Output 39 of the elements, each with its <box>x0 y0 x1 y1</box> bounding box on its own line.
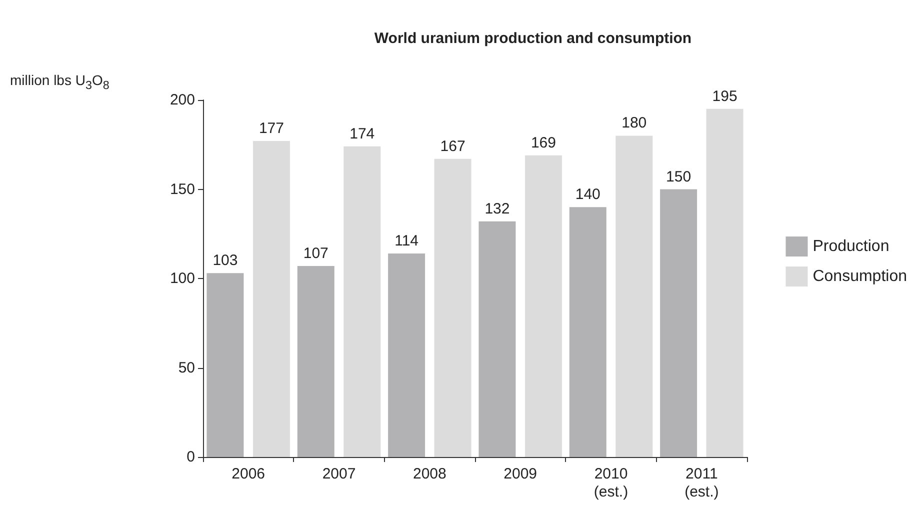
y-tick-label: 50 <box>178 359 195 376</box>
data-label: 132 <box>484 200 510 218</box>
y-tick-label: 100 <box>170 270 195 287</box>
data-label: 195 <box>712 88 738 105</box>
x-tick-label: 2008 <box>412 466 446 482</box>
data-label: 174 <box>350 125 375 142</box>
y-tick-label: 150 <box>170 180 195 198</box>
legend-label: Consumption <box>812 268 908 285</box>
bar <box>616 136 653 457</box>
bar <box>706 108 744 457</box>
data-label: 180 <box>622 114 647 132</box>
bar <box>206 273 244 457</box>
data-label: 150 <box>666 168 692 186</box>
bar <box>660 189 698 457</box>
data-label: 114 <box>394 232 419 250</box>
bar <box>434 158 472 457</box>
bar <box>297 266 334 457</box>
x-tick-label: 2011 (est.) <box>684 466 719 500</box>
chart-title: World uranium production and consumption <box>374 30 692 47</box>
data-label: 167 <box>440 138 466 155</box>
bar <box>569 207 606 457</box>
bar <box>478 221 516 457</box>
y-tick-label: 200 <box>170 92 195 108</box>
data-label: 107 <box>303 245 328 262</box>
y-tick-label: 0 <box>186 448 195 466</box>
x-tick-label: 2006 <box>232 466 266 482</box>
y-axis-title: million lbs U$_{3}$O$_{8}$ <box>10 72 110 92</box>
x-tick-label: 2007 <box>322 466 356 482</box>
bar <box>388 254 426 457</box>
bar <box>344 146 381 457</box>
legend-label: Production <box>812 238 890 255</box>
bar <box>524 155 562 457</box>
data-label: 140 <box>575 186 600 204</box>
data-label: 169 <box>530 134 556 152</box>
x-tick-label: 2009 <box>504 466 538 482</box>
x-tick-label: 2010 (est.) <box>594 466 628 500</box>
data-label: 177 <box>258 120 284 138</box>
data-label: 103 <box>212 252 238 270</box>
bar <box>252 141 290 457</box>
